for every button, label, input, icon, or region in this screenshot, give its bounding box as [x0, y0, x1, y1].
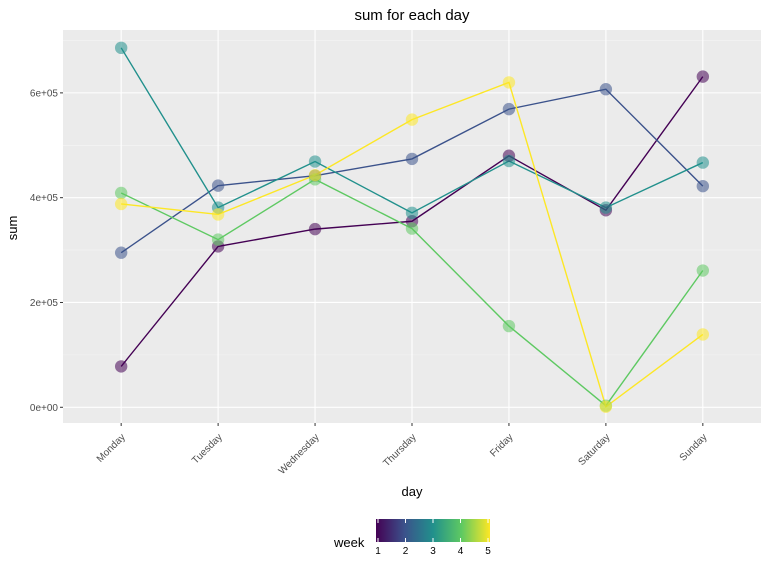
data-point — [211, 233, 225, 246]
data-point — [696, 179, 710, 193]
legend-tick-label: 1 — [375, 546, 381, 557]
legend-title: week — [333, 535, 365, 550]
data-point — [114, 41, 128, 55]
data-point — [696, 156, 710, 169]
legend-tick-label: 3 — [430, 546, 436, 557]
x-tick-label: Thursday — [381, 432, 418, 469]
data-point — [211, 208, 225, 221]
legend-colorbar — [376, 519, 490, 542]
x-tick-label: Tuesday — [190, 432, 225, 467]
legend-tick-label: 4 — [458, 546, 464, 557]
x-axis: Monday Tuesday Wednesday Thursday Friday Satu… — [95, 423, 710, 477]
legend: week 1 2 3 4 5 — [333, 519, 491, 557]
x-tick-label: Sunday — [678, 432, 710, 464]
legend-tick-label: 5 — [485, 546, 491, 557]
data-point — [502, 319, 516, 333]
data-point — [308, 168, 322, 182]
data-point — [114, 186, 128, 200]
data-point — [502, 154, 516, 168]
y-tick-label: 0e+00 — [30, 403, 59, 414]
legend-ticks: 1 2 3 4 5 — [375, 519, 491, 557]
data-point — [696, 264, 710, 277]
data-point — [502, 102, 516, 116]
x-axis-title: day — [402, 484, 423, 499]
series-points — [114, 41, 710, 413]
data-point — [114, 246, 128, 259]
data-point — [308, 155, 322, 168]
data-point — [114, 197, 128, 211]
y-axis: 0e+00 2e+05 4e+05 6e+05 — [30, 88, 63, 414]
data-point — [405, 152, 419, 166]
data-point — [502, 76, 516, 89]
data-point — [599, 400, 613, 413]
x-tick-label: Monday — [95, 432, 128, 465]
data-point — [114, 360, 128, 373]
y-axis-title: sum — [5, 216, 20, 241]
x-tick-label: Wednesday — [277, 432, 322, 477]
y-tick-label: 2e+05 — [30, 298, 59, 309]
data-point — [308, 222, 322, 236]
data-point — [405, 206, 419, 220]
x-tick-label: Friday — [488, 432, 515, 459]
data-point — [405, 222, 419, 235]
data-point — [211, 179, 225, 192]
data-point — [599, 83, 613, 96]
data-point — [599, 201, 613, 214]
x-tick-label: Saturday — [576, 432, 612, 468]
y-tick-label: 4e+05 — [30, 193, 59, 204]
legend-tick-label: 2 — [403, 546, 409, 557]
y-tick-label: 6e+05 — [30, 88, 59, 99]
data-point — [696, 328, 710, 341]
chart-title: sum for each day — [354, 7, 470, 24]
data-point — [696, 70, 710, 83]
data-point — [405, 113, 419, 126]
